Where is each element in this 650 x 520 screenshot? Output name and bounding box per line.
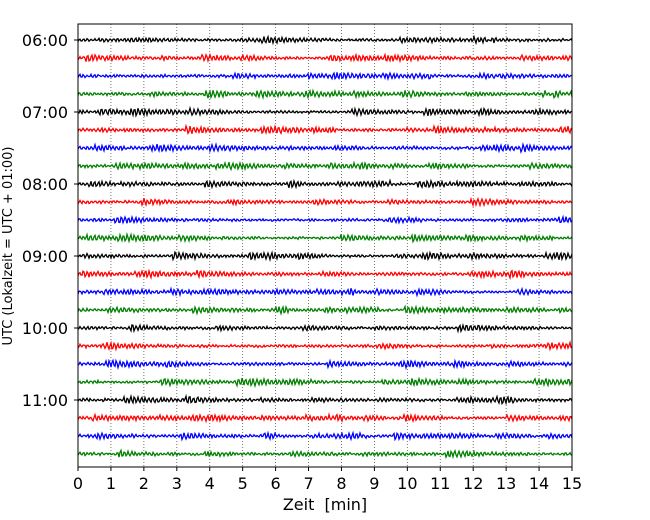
y-tick-label: 11:00 — [22, 391, 68, 410]
y-tick-label: 08:00 — [22, 175, 68, 194]
trace-1145 — [77, 448, 573, 460]
trace-0800 — [77, 178, 573, 190]
trace-1115 — [77, 412, 573, 424]
trace-1045 — [77, 376, 573, 389]
trace-0630 — [77, 71, 573, 82]
trace-0600 — [77, 34, 573, 46]
trace-1015 — [77, 340, 573, 352]
trace-0900 — [77, 250, 573, 263]
x-tick-label: 6 — [271, 474, 281, 493]
trace-0715 — [77, 123, 573, 136]
trace-1030 — [77, 358, 573, 371]
plot-frame — [77, 23, 573, 468]
x-tick-label: 4 — [205, 474, 215, 493]
trace-1130 — [77, 430, 573, 442]
trace-0730 — [77, 141, 573, 154]
x-tick-label: 7 — [303, 474, 313, 493]
trace-0700 — [77, 105, 573, 118]
trace-0645 — [77, 88, 573, 100]
x-tick-label: 5 — [238, 474, 248, 493]
trace-0830 — [77, 214, 573, 225]
x-tick-label: 2 — [139, 474, 149, 493]
y-axis-label: UTC (Lokalzeit = UTC + 01:00) — [1, 147, 16, 346]
trace-0930 — [77, 286, 573, 298]
x-tick-label: 8 — [336, 474, 346, 493]
y-tick-label: 07:00 — [22, 103, 68, 122]
y-tick-label: 10:00 — [22, 319, 68, 338]
trace-1000 — [77, 322, 573, 334]
x-tick-label: 10 — [397, 474, 417, 493]
trace-0815 — [77, 196, 573, 208]
trace-0945 — [77, 304, 573, 316]
trace-0745 — [77, 160, 573, 172]
x-tick-label: 9 — [369, 474, 379, 493]
x-tick-label: 0 — [73, 474, 83, 493]
trace-0615 — [77, 52, 573, 64]
trace-0915 — [77, 268, 573, 281]
y-tick-label: 06:00 — [22, 31, 68, 50]
x-axis-label: Zeit [min] — [283, 495, 367, 514]
x-tick-label: 13 — [496, 474, 516, 493]
trace-1100 — [77, 393, 573, 406]
x-tick-label: 1 — [106, 474, 116, 493]
trace-0845 — [77, 231, 573, 244]
y-tick-label: 09:00 — [22, 247, 68, 266]
x-tick-label: 12 — [463, 474, 483, 493]
x-tick-label: 3 — [172, 474, 182, 493]
x-tick-label: 14 — [529, 474, 549, 493]
x-tick-label: 11 — [430, 474, 450, 493]
x-tick-label: 15 — [562, 474, 582, 493]
